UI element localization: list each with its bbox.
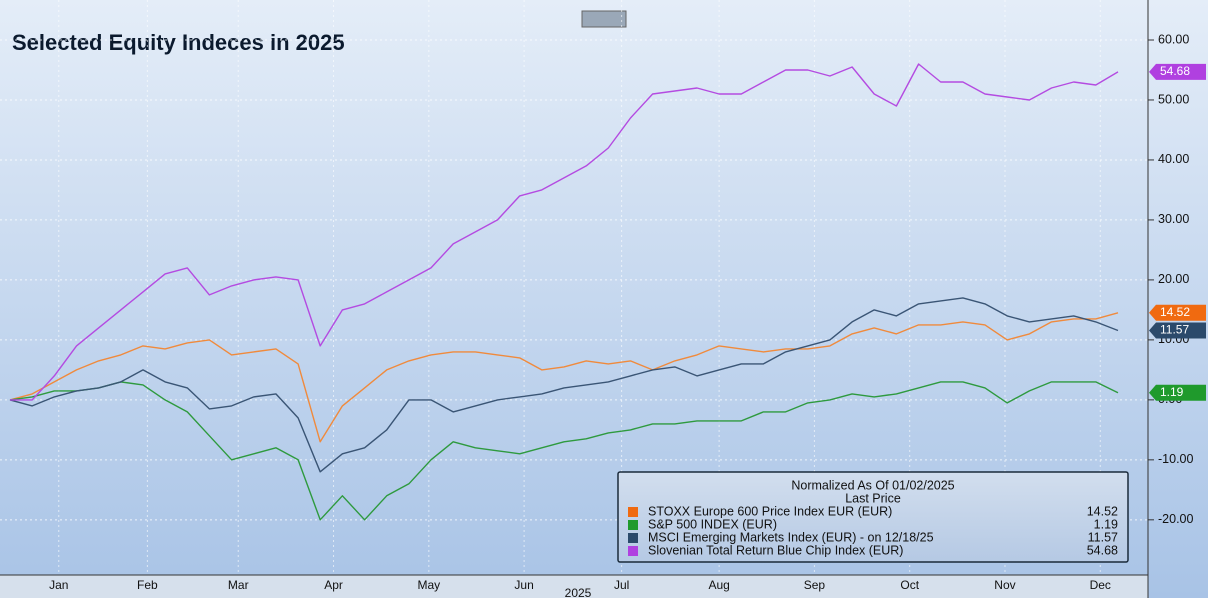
legend-label: Slovenian Total Return Blue Chip Index (… [648, 543, 903, 557]
y-tick-label: 40.00 [1158, 152, 1189, 166]
legend-label: S&P 500 INDEX (EUR) [648, 517, 777, 531]
legend-value: 54.68 [1087, 543, 1118, 557]
x-tick-label: Feb [137, 578, 158, 592]
legend-label: MSCI Emerging Markets Index (EUR) - on 1… [648, 530, 934, 544]
x-tick-label: Mar [228, 578, 249, 592]
x-axis-label: 2025 [565, 586, 592, 598]
last-value-tag [1149, 63, 1206, 80]
legend-box [617, 471, 1129, 563]
y-tick-label: 20.00 [1158, 272, 1189, 286]
x-tick-label: Jan [49, 578, 68, 592]
x-tick-label: Nov [994, 578, 1015, 592]
legend-swatch [628, 533, 638, 543]
x-tick-label: Dec [1090, 578, 1111, 592]
y-tick-label: 30.00 [1158, 212, 1189, 226]
last-value-tag [1149, 304, 1206, 321]
x-tick-label: Sep [804, 578, 826, 592]
legend-value: 14.52 [1087, 504, 1118, 518]
legend-label: STOXX Europe 600 Price Index EUR (EUR) [648, 504, 892, 518]
series-line [10, 63, 1119, 401]
chart-title: Selected Equity Indeces in 2025 [12, 30, 345, 55]
legend-value: 1.19 [1094, 517, 1118, 531]
series-line [9, 381, 1119, 521]
legend-swatch [628, 520, 638, 530]
y-tick-label: 60.00 [1158, 32, 1189, 46]
legend-value: 11.57 [1088, 530, 1118, 544]
last-value-tag [1149, 384, 1206, 401]
last-value-tag [1149, 322, 1206, 339]
y-tick-label: -10.00 [1158, 452, 1193, 466]
last-value-label: 1.19 [1160, 385, 1184, 399]
x-tick-label: Jun [514, 578, 533, 592]
legend-swatch [628, 507, 638, 517]
y-tick-label: 50.00 [1158, 92, 1189, 106]
x-tick-label: Oct [900, 578, 919, 592]
chart-type-button[interactable] [581, 10, 627, 28]
x-axis-strip [0, 575, 1148, 598]
y-tick-label: -20.00 [1158, 512, 1193, 526]
legend-subtitle: Last Price [845, 491, 901, 505]
last-value-label: 11.57 [1160, 323, 1189, 337]
last-value-label: 54.68 [1160, 64, 1190, 78]
x-tick-label: Jul [614, 578, 629, 592]
x-tick-label: May [417, 578, 440, 592]
legend-swatch [628, 546, 638, 556]
series-line [9, 297, 1119, 473]
legend-title: Normalized As Of 01/02/2025 [791, 478, 954, 492]
x-tick-label: Aug [708, 578, 729, 592]
x-tick-label: Apr [324, 578, 343, 592]
last-value-label: 14.52 [1160, 305, 1190, 319]
series-line [9, 312, 1119, 443]
